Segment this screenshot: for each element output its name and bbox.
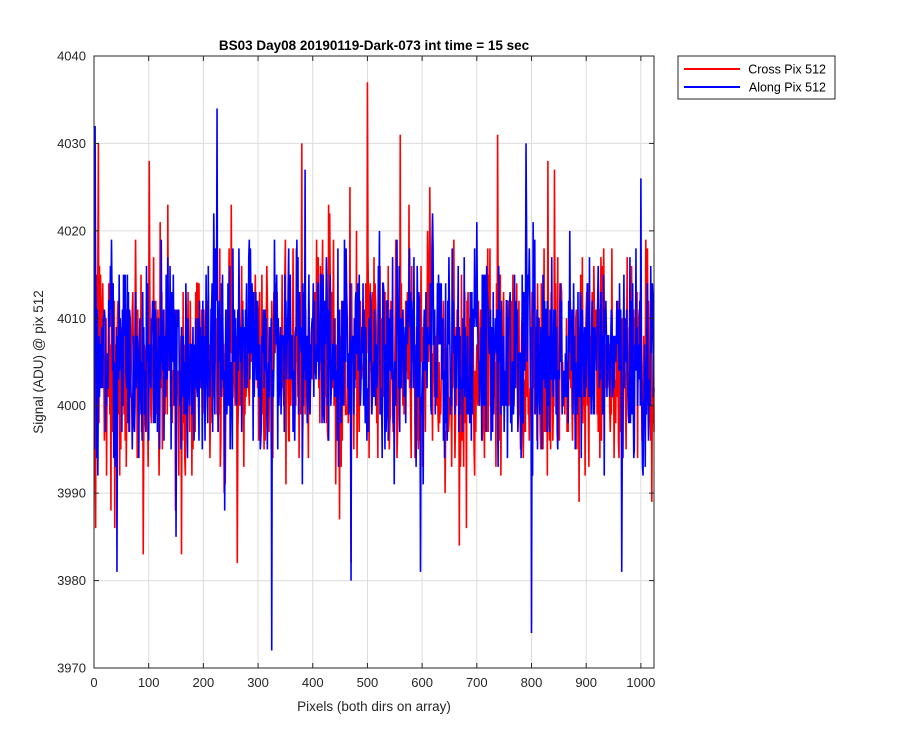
x-tick-label: 700 bbox=[466, 675, 488, 690]
x-tick-label: 400 bbox=[302, 675, 324, 690]
y-tick-label: 3980 bbox=[57, 573, 86, 588]
x-tick-label: 800 bbox=[521, 675, 543, 690]
y-tick-label: 4000 bbox=[57, 398, 86, 413]
x-tick-label: 0 bbox=[90, 675, 97, 690]
y-tick-label: 3990 bbox=[57, 486, 86, 501]
series-line-along-pix-512 bbox=[93, 108, 655, 651]
ticks: 0 100 200 300 400 500 600 700 800 900 1000 3970 3980… bbox=[57, 49, 655, 691]
x-tick-label: 600 bbox=[411, 675, 433, 690]
y-axis-label: Signal (ADU) @ pix 512 bbox=[31, 290, 46, 434]
series-layer bbox=[93, 82, 655, 651]
legend-label-cross: Cross Pix 512 bbox=[748, 63, 826, 77]
y-tick-label: 3970 bbox=[57, 661, 86, 676]
y-tick-label: 4040 bbox=[57, 49, 86, 64]
x-axis-label: Pixels (both dirs on array) bbox=[297, 699, 451, 714]
legend-box bbox=[677, 55, 836, 100]
y-tick-label: 4030 bbox=[57, 136, 86, 151]
x-tick-label: 900 bbox=[575, 675, 597, 690]
axes-box bbox=[93, 55, 655, 669]
x-tick-label: 500 bbox=[357, 675, 379, 690]
legend-label-along: Along Pix 512 bbox=[749, 81, 826, 95]
x-tick-label: 1000 bbox=[626, 675, 655, 690]
y-tick-label: 4010 bbox=[57, 311, 86, 326]
x-tick-label: 100 bbox=[138, 675, 160, 690]
x-tick-label: 200 bbox=[193, 675, 215, 690]
legend[interactable]: Cross Pix 512 Along Pix 512 bbox=[677, 55, 836, 100]
y-tick-label: 4020 bbox=[57, 223, 86, 238]
chart-title: BS03 Day08 20190119-Dark-073 int time = … bbox=[219, 38, 530, 53]
x-tick-label: 300 bbox=[247, 675, 269, 690]
